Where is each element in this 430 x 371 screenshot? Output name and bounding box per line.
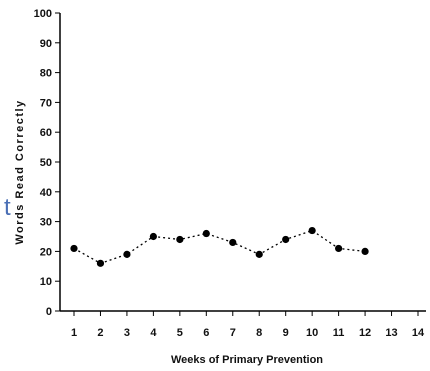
y-axis-label: Words Read Correctly [14,99,26,244]
data-point [361,247,369,255]
x-axis-ticks: 1 2 3 4 5 6 7 8 9 10 11 12 13 14 [71,311,425,339]
y-tick-label: 20 [40,246,52,258]
x-tick-label: 3 [124,327,130,339]
y-tick-label: 50 [40,157,52,169]
y-tick-label: 60 [40,127,52,139]
series-line [73,229,366,265]
data-point [149,232,157,241]
y-tick-label: 0 [46,306,52,318]
data-point [335,244,343,253]
data-point [123,250,131,258]
data-point [282,235,290,244]
y-tick-label: 100 [34,8,52,20]
x-tick-label: 12 [359,327,371,339]
x-tick-label: 2 [97,327,103,339]
data-point [308,226,316,235]
data-point [70,244,78,253]
data-point [229,238,237,247]
y-tick-label: 70 [40,97,52,109]
y-tick-label: 90 [40,38,52,50]
x-tick-label: 14 [412,327,425,339]
x-tick-label: 8 [256,327,262,339]
data-point [202,229,210,238]
y-tick-label: 10 [40,276,52,288]
stray-glyph: t [4,194,11,221]
x-tick-label: 13 [385,327,397,339]
y-tick-label: 30 [40,217,52,229]
x-tick-label: 4 [150,327,157,339]
x-tick-label: 6 [203,327,209,339]
data-point [255,250,263,258]
y-axis-ticks: 0 10 20 30 40 50 60 70 80 90 100 [34,8,60,318]
x-tick-label: 7 [230,327,236,339]
y-tick-label: 80 [40,68,52,80]
x-tick-label: 9 [283,327,289,339]
data-point [96,259,105,267]
data-points [70,226,369,267]
y-tick-label: 40 [40,187,52,199]
x-tick-label: 10 [306,327,318,339]
x-tick-label: 11 [333,327,345,339]
x-tick-label: 5 [177,327,183,339]
x-tick-label: 1 [71,327,77,339]
data-point [176,235,184,244]
x-axis-label: Weeks of Primary Prevention [171,354,323,366]
